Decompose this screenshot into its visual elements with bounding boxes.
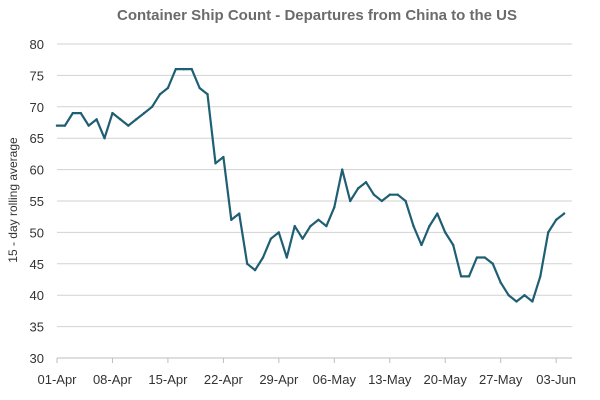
data-point [55,124,59,127]
data-point [523,294,526,297]
data-point [269,237,273,240]
x-tick-label: 13-May [368,372,412,387]
x-tick-label: 27-May [479,372,523,387]
data-point [253,268,257,272]
x-tick-label: 15-Apr [148,372,188,387]
data-point [531,300,534,303]
data-point [341,168,344,171]
y-tick-label: 70 [30,100,44,115]
data-point [372,193,376,196]
y-axis-label: 15 - day rolling average [6,137,20,263]
y-tick-label: 80 [30,37,44,52]
data-point [475,256,479,259]
y-axis-ticks: 30 35 40 45 50 55 60 65 70 75 80 [30,37,44,366]
data-point [174,67,178,71]
data-point [301,237,304,240]
data-point [333,206,336,209]
data-point [214,162,217,165]
data-point [103,137,106,140]
data-point [111,111,114,115]
series-layer [55,67,566,303]
data-point [285,256,288,259]
series-line [55,68,566,303]
y-tick-label: 65 [30,131,44,146]
data-point [451,243,455,247]
data-point [150,105,154,109]
x-tick-label: 08-Apr [93,372,133,387]
data-point [238,212,241,215]
y-tick-label: 35 [30,320,44,335]
data-point [554,218,558,222]
data-point [95,118,98,121]
data-point [420,243,423,247]
data-point [388,193,391,196]
data-point [499,281,502,284]
data-point [317,218,320,222]
data-point [127,124,130,127]
data-point [348,199,352,203]
data-point [444,231,447,234]
data-point [428,224,431,228]
x-tick-label: 06-May [313,372,357,387]
data-point [71,111,75,115]
data-point [491,262,494,265]
x-tick-label: 20-May [424,372,468,387]
data-point [325,224,328,228]
data-point [309,224,312,228]
data-point [507,294,510,297]
data-point [119,118,122,121]
data-point [412,224,415,228]
y-tick-label: 55 [30,194,44,209]
data-point [230,218,233,222]
data-point [245,262,249,265]
y-tick-label: 50 [30,225,44,240]
data-point [459,275,463,278]
data-point [539,275,542,278]
x-tick-label: 29-Apr [259,372,299,387]
data-point [396,193,399,196]
data-point [142,111,146,115]
data-point [293,224,296,228]
data-point [467,275,471,278]
gridlines [57,43,572,359]
data-point [198,86,201,90]
data-point [261,256,265,259]
data-point [158,93,162,96]
y-tick-label: 75 [30,68,44,83]
data-point [562,212,566,215]
data-point [166,86,170,90]
x-tick-label: 22-Apr [204,372,244,387]
data-point [79,111,82,115]
data-point [190,67,193,71]
data-point [87,124,90,127]
y-tick-label: 30 [30,351,44,366]
data-point [364,180,368,184]
data-point [277,231,281,234]
data-point [483,256,487,259]
x-tick-label: 03-Jun [536,372,576,387]
y-tick-label: 45 [30,257,44,272]
data-point [515,300,518,303]
data-point [182,67,185,71]
data-point [436,212,439,215]
data-point [547,231,550,234]
y-tick-label: 60 [30,163,44,178]
data-point [380,199,384,203]
data-point [63,124,67,127]
data-point [206,93,209,96]
data-point [222,155,225,159]
x-tick-label: 01-Apr [37,372,77,387]
y-tick-label: 40 [30,288,44,303]
data-point [404,199,407,203]
x-axis-ticks: 01-Apr 08-Apr 15-Apr 22-Apr 29-Apr 06-May 13-M… [37,358,576,387]
chart-title: Container Ship Count - Departures from C… [117,7,517,24]
data-point [135,118,138,121]
data-point [356,187,360,190]
